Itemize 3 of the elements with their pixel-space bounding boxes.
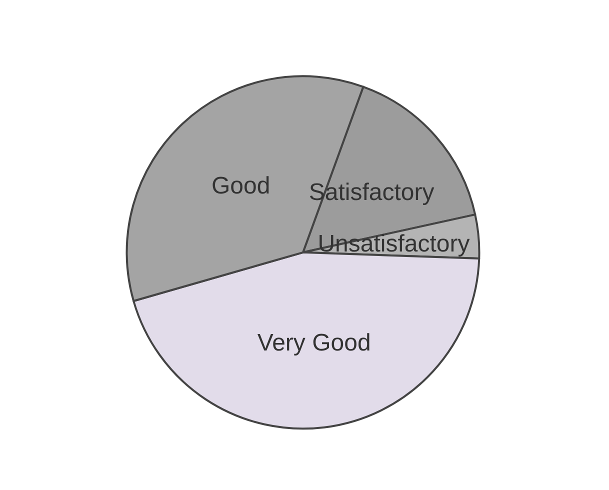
slice-label: Unsatisfactory <box>318 230 470 258</box>
slice-label: Good <box>211 172 270 200</box>
slice-label: Very Good <box>257 329 371 356</box>
